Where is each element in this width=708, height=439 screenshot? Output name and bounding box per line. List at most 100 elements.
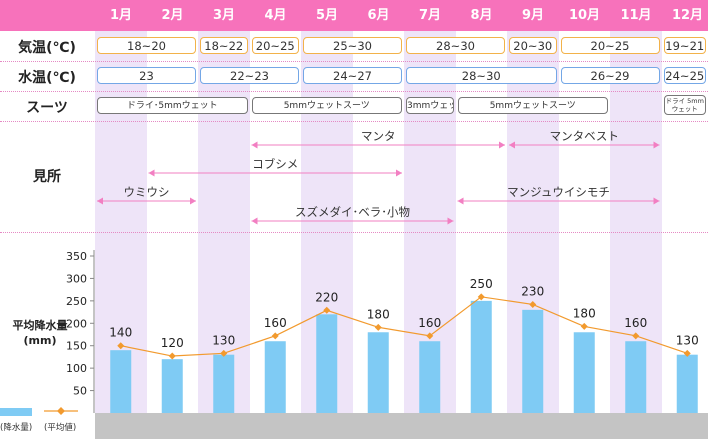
data-label: 160	[624, 316, 647, 330]
air-temp-cell: 19~21	[663, 37, 706, 54]
data-label: 160	[264, 316, 287, 330]
month-label: 1月	[109, 8, 133, 23]
data-label: 250	[470, 277, 493, 291]
rain-bar	[625, 341, 647, 413]
rain-bar	[264, 341, 286, 413]
average-point	[271, 332, 279, 340]
row-divider	[0, 232, 708, 233]
average-point	[683, 349, 691, 357]
average-line	[120, 296, 688, 357]
month-label: 10月	[568, 8, 601, 23]
row-divider	[0, 121, 708, 122]
season-label: マンジュウイシモチ	[507, 185, 610, 199]
air-temp-cell: 28~30	[406, 37, 505, 54]
month-label: 6月	[367, 8, 390, 23]
season-arrow	[509, 141, 660, 149]
y-tick-label: 300	[66, 272, 87, 285]
average-point	[529, 300, 537, 308]
data-label: 140	[109, 326, 132, 340]
air-temp-cell: 20~25	[251, 37, 299, 54]
air-temp-cell: 18~20	[97, 37, 196, 54]
data-label: 230	[521, 284, 544, 298]
y-tick-label: 200	[66, 317, 87, 330]
legend-bar-label: (降水量)	[0, 423, 33, 433]
suit-cell: ドライ 5mmウェット	[663, 95, 706, 115]
legend-bar-swatch	[0, 408, 32, 416]
month-label: 4月	[264, 8, 287, 23]
average-point	[117, 342, 125, 350]
month-label: 2月	[161, 8, 184, 23]
rain-bar	[161, 359, 183, 413]
average-point	[632, 332, 640, 340]
month-label: 8月	[470, 8, 493, 23]
suit-cell: ドライ･5mmウェット	[97, 97, 248, 114]
rain-bar	[213, 354, 235, 413]
ground-band	[95, 413, 708, 439]
season-arrow	[457, 197, 660, 205]
air-temp-cell: 18~22	[200, 37, 248, 54]
rain-bar	[470, 300, 492, 413]
y-tick-label: 100	[66, 362, 87, 375]
water-temp-cell: 24~27	[303, 67, 402, 84]
water-temp-label: 水温(℃)	[18, 70, 76, 86]
suit-label: スーツ	[26, 100, 68, 116]
month-header	[0, 0, 708, 31]
air-temp-cell: 25~30	[303, 37, 402, 54]
highlight-spot-label: 見所	[33, 169, 61, 185]
season-label: スズメダイ･ベラ･小物	[295, 205, 410, 219]
data-label: 180	[573, 306, 596, 320]
suit-cell: 5mmウェットスーツ	[457, 97, 608, 114]
month-label: 9月	[521, 8, 545, 23]
air-temp-cell: 20~30	[509, 37, 557, 54]
air-temp-label: 気温(℃)	[18, 40, 76, 56]
data-label: 180	[367, 307, 390, 321]
average-point	[374, 323, 382, 331]
suit-cell: 5mmウェットスーツ	[251, 97, 402, 114]
water-temp-cell: 28~30	[406, 67, 557, 84]
y-tick-label: 150	[66, 340, 87, 353]
water-temp-cell: 26~29	[560, 67, 660, 84]
water-temp-cell: 22~23	[200, 67, 299, 84]
rain-bar	[522, 309, 544, 413]
season-arrow	[97, 197, 196, 205]
row-divider	[0, 91, 708, 92]
y-axis-label: 平均降水量 (mm)	[0, 318, 80, 348]
month-label: 7月	[418, 8, 442, 23]
average-point	[477, 293, 485, 301]
data-label: 130	[676, 333, 699, 347]
rain-bar	[419, 341, 441, 413]
row-divider	[0, 61, 708, 62]
rain-bar	[316, 314, 338, 413]
legend-line-label: (平均値)	[44, 423, 77, 433]
season-arrow	[148, 169, 402, 177]
data-label: 130	[212, 333, 235, 347]
data-label: 160	[418, 316, 441, 330]
average-point	[580, 322, 588, 330]
y-tick-label: 50	[73, 385, 87, 398]
air-temp-cell: 20~25	[560, 37, 660, 54]
data-label: 120	[161, 336, 184, 350]
y-tick-label: 250	[66, 295, 87, 308]
season-arrow	[251, 217, 454, 225]
rain-bar	[110, 350, 132, 413]
data-label: 220	[315, 290, 338, 304]
suit-cell: 3mmウェットスーツ	[406, 97, 454, 114]
month-label: 5月	[315, 8, 339, 23]
water-temp-cell: 24~25	[663, 67, 706, 84]
average-point	[220, 349, 228, 357]
average-point	[323, 306, 331, 314]
season-label: ウミウシ	[123, 185, 170, 199]
average-point	[168, 352, 176, 360]
average-point	[426, 332, 434, 340]
season-label: コブシメ	[252, 157, 299, 171]
month-label: 12月	[671, 8, 704, 23]
season-arrow	[251, 141, 505, 149]
rain-bar	[676, 354, 698, 413]
month-label: 3月	[212, 8, 236, 23]
y-axis-title: 平均降水量 (mm)	[12, 319, 68, 347]
legend-line-swatch	[44, 407, 78, 415]
month-label: 11月	[620, 8, 652, 23]
season-label: マンタ	[361, 129, 396, 143]
